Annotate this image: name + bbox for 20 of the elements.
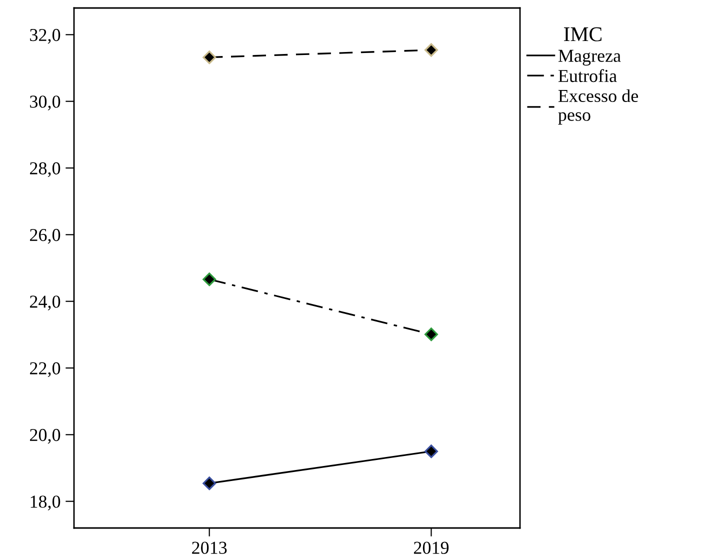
y-tick-label: 30,0 (30, 96, 60, 110)
y-tick-label: 28,0 (30, 162, 60, 178)
y-tick-label: 18,0 (30, 496, 60, 510)
y-tick-label: 26,0 (30, 228, 60, 244)
x-tick-label: 2019 (414, 542, 449, 554)
y-tick-label: 20,0 (30, 428, 60, 444)
legend-label: Eutrofia (558, 69, 617, 82)
legend-title: IMC (564, 27, 602, 42)
legend-label: Excesso de peso (558, 89, 638, 125)
y-tick-label: 22,0 (30, 362, 60, 378)
point (424, 328, 438, 342)
x-tick-label: 2013 (192, 542, 227, 554)
point (424, 444, 438, 458)
point (202, 272, 216, 286)
point (202, 476, 216, 490)
point (424, 43, 438, 57)
y-tick-label: 32,0 (30, 28, 60, 44)
legend-label: Magreza (558, 50, 621, 66)
point (202, 50, 216, 64)
y-tick-label: 24,0 (30, 296, 60, 310)
